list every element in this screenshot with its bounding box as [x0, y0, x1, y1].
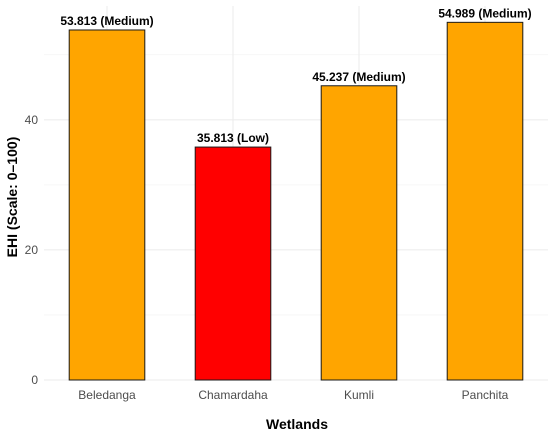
bar-beledanga: [68, 29, 146, 381]
y-tick-label: 40: [25, 113, 39, 127]
y-tick-label: 20: [25, 243, 39, 257]
x-tick-label: Chamardaha: [198, 388, 268, 402]
y-axis-ticks: 0 20 40: [25, 113, 39, 387]
bars: [68, 21, 524, 381]
data-label: 54.989 (Medium): [438, 6, 531, 20]
data-label: 35.813 (Low): [197, 131, 269, 145]
y-tick-label: 0: [31, 373, 38, 387]
bar-kumli: [320, 85, 398, 381]
bar-chamardaha: [194, 146, 272, 381]
x-axis-title: Wetlands: [266, 416, 328, 432]
y-axis-title: EHI (Scale: 0–100): [4, 137, 20, 258]
bar-panchita: [446, 21, 524, 381]
data-label: 53.813 (Medium): [60, 14, 153, 28]
data-labels: 53.813 (Medium) 35.813 (Low) 45.237 (Mediu…: [60, 6, 531, 145]
x-tick-label: Kumli: [344, 388, 374, 402]
x-tick-label: Panchita: [462, 388, 509, 402]
x-tick-label: Beledanga: [78, 388, 136, 402]
data-label: 45.237 (Medium): [312, 70, 405, 84]
x-axis-ticks: Beledanga Chamardaha Kumli Panchita: [78, 388, 508, 402]
